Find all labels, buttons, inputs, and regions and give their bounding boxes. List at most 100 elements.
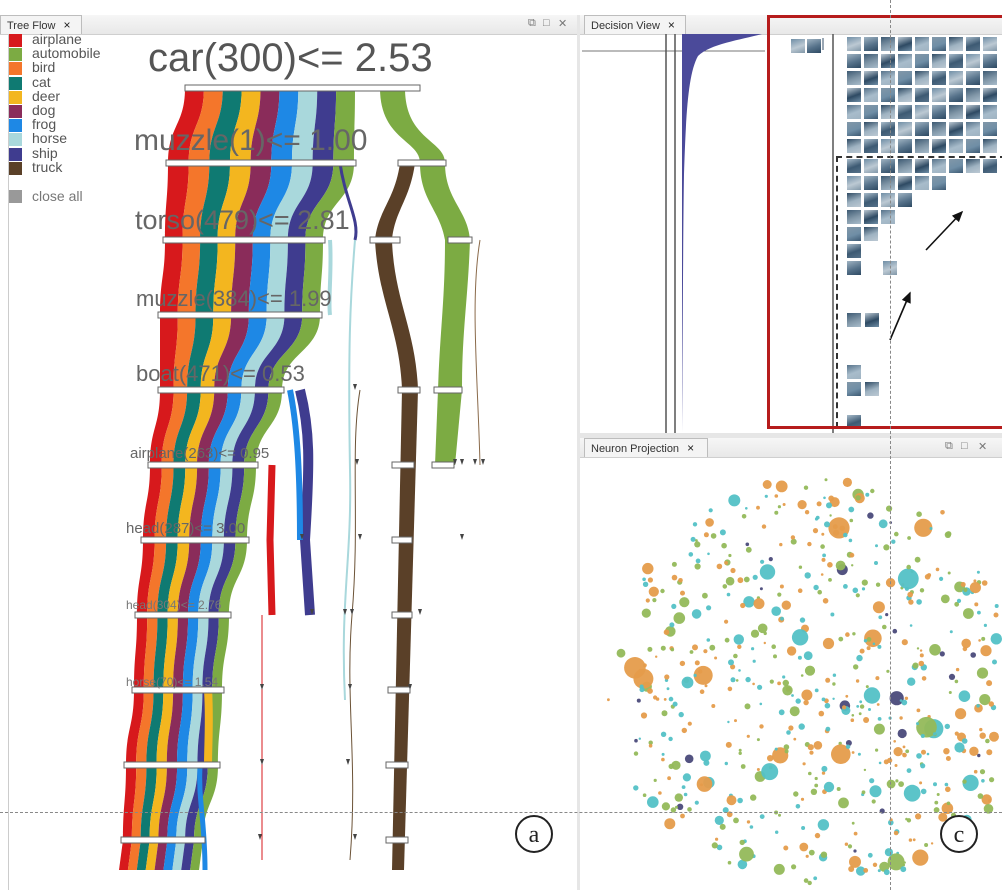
neuron-dot[interactable] [936,793,940,796]
neuron-dot[interactable] [969,746,979,756]
neuron-dot[interactable] [648,744,653,748]
neuron-dot[interactable] [821,697,826,702]
image-thumbnail[interactable] [880,158,896,174]
neuron-dot[interactable] [810,788,818,795]
image-thumbnail[interactable] [864,381,880,397]
neuron-dot[interactable] [891,539,896,544]
neuron-dot[interactable] [986,680,993,687]
neuron-dot[interactable] [727,860,732,865]
neuron-dot[interactable] [954,731,959,736]
split-node[interactable] [157,311,323,319]
neuron-dot[interactable] [741,514,747,519]
neuron-dot[interactable] [660,645,666,651]
neuron-dot[interactable] [733,634,744,645]
neuron-dot[interactable] [825,726,831,732]
neuron-dot[interactable] [696,776,713,792]
neuron-dot[interactable] [673,612,686,624]
neuron-dot[interactable] [849,552,855,558]
neuron-dot[interactable] [813,876,818,881]
neuron-dot[interactable] [670,647,675,652]
image-thumbnail[interactable] [931,36,947,52]
neuron-dot[interactable] [737,644,742,649]
neuron-dot[interactable] [979,732,986,739]
neuron-dot[interactable] [863,639,868,643]
neuron-dot[interactable] [832,524,838,530]
neuron-dot[interactable] [924,843,929,847]
image-thumbnail[interactable] [863,209,879,225]
split-node[interactable] [140,536,250,544]
neuron-dot[interactable] [771,606,781,616]
neuron-dot[interactable] [838,741,842,746]
image-thumbnail[interactable] [982,121,998,137]
neuron-dot[interactable] [845,632,850,637]
neuron-dot[interactable] [939,576,944,581]
neuron-dot[interactable] [784,749,789,754]
neuron-dot[interactable] [905,817,908,821]
neuron-dot[interactable] [783,845,789,851]
tab-neuron-projection[interactable]: Neuron Projection × [584,438,708,457]
node-label[interactable]: torso(479)<= 2.81 [135,205,350,235]
neuron-dot[interactable] [668,763,674,770]
neuron-dot[interactable] [976,667,989,679]
neuron-dot[interactable] [648,586,659,597]
neuron-dot[interactable] [759,587,763,591]
neuron-dot[interactable] [721,542,727,549]
split-node[interactable] [387,686,411,694]
split-node[interactable] [123,761,221,769]
neuron-dot[interactable] [733,817,739,824]
neuron-dot[interactable] [973,769,978,774]
neuron-dot[interactable] [727,720,730,724]
neuron-dot[interactable] [805,854,809,858]
image-thumbnail[interactable] [931,158,947,174]
neuron-dot[interactable] [714,656,718,660]
neuron-dot[interactable] [838,636,844,642]
neuron-dot[interactable] [710,533,717,539]
image-thumbnail[interactable] [863,104,879,120]
neuron-dot[interactable] [739,839,745,846]
image-thumbnail[interactable] [880,209,896,225]
neuron-dot[interactable] [800,797,805,801]
split-node[interactable] [120,836,206,844]
neuron-dot[interactable] [671,574,678,581]
neuron-dot[interactable] [933,732,937,736]
image-thumbnail[interactable] [948,87,964,103]
neuron-dot[interactable] [872,601,885,614]
neuron-dot[interactable] [835,560,846,571]
neuron-dot[interactable] [706,605,712,611]
neuron-dot[interactable] [859,700,863,704]
close-panel-icon[interactable]: ✕ [978,441,988,453]
neuron-dot[interactable] [799,842,809,852]
neuron-dot[interactable] [769,679,774,684]
neuron-dot[interactable] [751,647,755,651]
neuron-dot[interactable] [648,740,653,745]
neuron-dot[interactable] [647,796,659,808]
neuron-dot[interactable] [851,564,854,567]
neuron-dot[interactable] [694,563,701,570]
image-thumbnail[interactable] [948,121,964,137]
neuron-dot[interactable] [753,598,765,610]
neuron-dot[interactable] [832,697,835,700]
tab-decision-view[interactable]: Decision View × [584,15,686,34]
neuron-dot[interactable] [883,544,890,551]
neuron-dot[interactable] [711,704,716,708]
neuron-dot[interactable] [944,723,950,730]
neuron-dot[interactable] [901,699,908,706]
neuron-dot[interactable] [821,557,826,562]
neuron-dot[interactable] [797,588,803,593]
image-thumbnail[interactable] [880,53,896,69]
image-thumbnail[interactable] [914,87,930,103]
neuron-dot[interactable] [709,644,716,651]
neuron-dot[interactable] [642,577,646,582]
neuron-dot[interactable] [820,851,828,858]
neuron-dot[interactable] [722,584,728,589]
neuron-dot[interactable] [979,694,991,706]
neuron-dot[interactable] [768,557,773,562]
neuron-dot[interactable] [797,500,807,510]
neuron-dot[interactable] [658,791,662,795]
neuron-dot[interactable] [877,869,881,873]
neuron-dot[interactable] [958,690,971,702]
split-node[interactable] [147,461,259,469]
neuron-dot[interactable] [903,784,921,802]
neuron-dot[interactable] [988,799,991,803]
neuron-dot[interactable] [639,684,644,689]
